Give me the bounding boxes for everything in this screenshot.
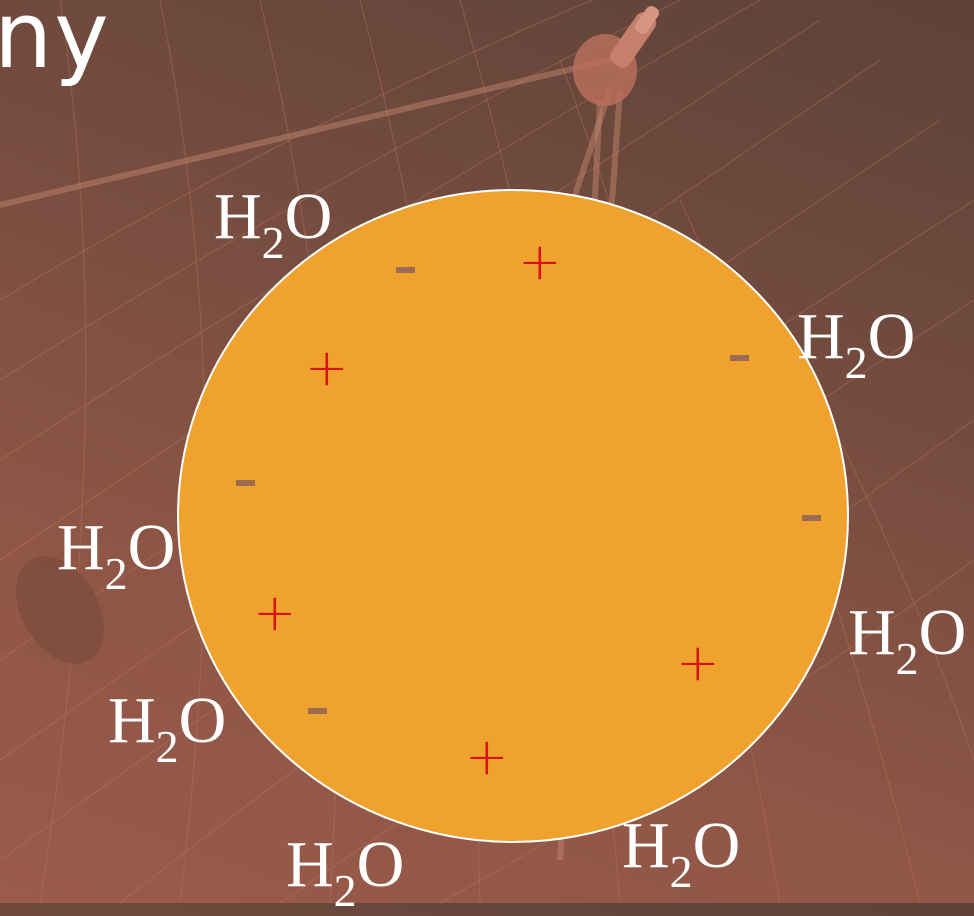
negative-charge: [308, 708, 327, 714]
positive-charge: +: [253, 583, 297, 643]
positive-charge: +: [305, 338, 349, 398]
particle-circle: [177, 189, 849, 843]
positive-charge: +: [676, 633, 720, 693]
water-molecule-label: H2O: [214, 180, 333, 268]
positive-charge: +: [518, 232, 562, 292]
water-molecule-label: H2O: [622, 809, 741, 897]
title-fragment: ny: [0, 0, 111, 89]
negative-charge: [236, 480, 255, 486]
negative-charge: [802, 515, 821, 521]
water-molecule-label: H2O: [797, 300, 916, 388]
positive-charge: +: [465, 727, 509, 787]
water-molecule-label: H2O: [848, 596, 967, 684]
negative-charge: [396, 267, 415, 273]
water-molecule-label: H2O: [286, 828, 405, 916]
background-dish-shadow: [16, 556, 104, 664]
negative-charge: [730, 355, 749, 361]
satellite-dish-icon: [573, 6, 659, 106]
water-molecule-label: H2O: [108, 684, 227, 772]
water-molecule-label: H2O: [57, 511, 176, 599]
